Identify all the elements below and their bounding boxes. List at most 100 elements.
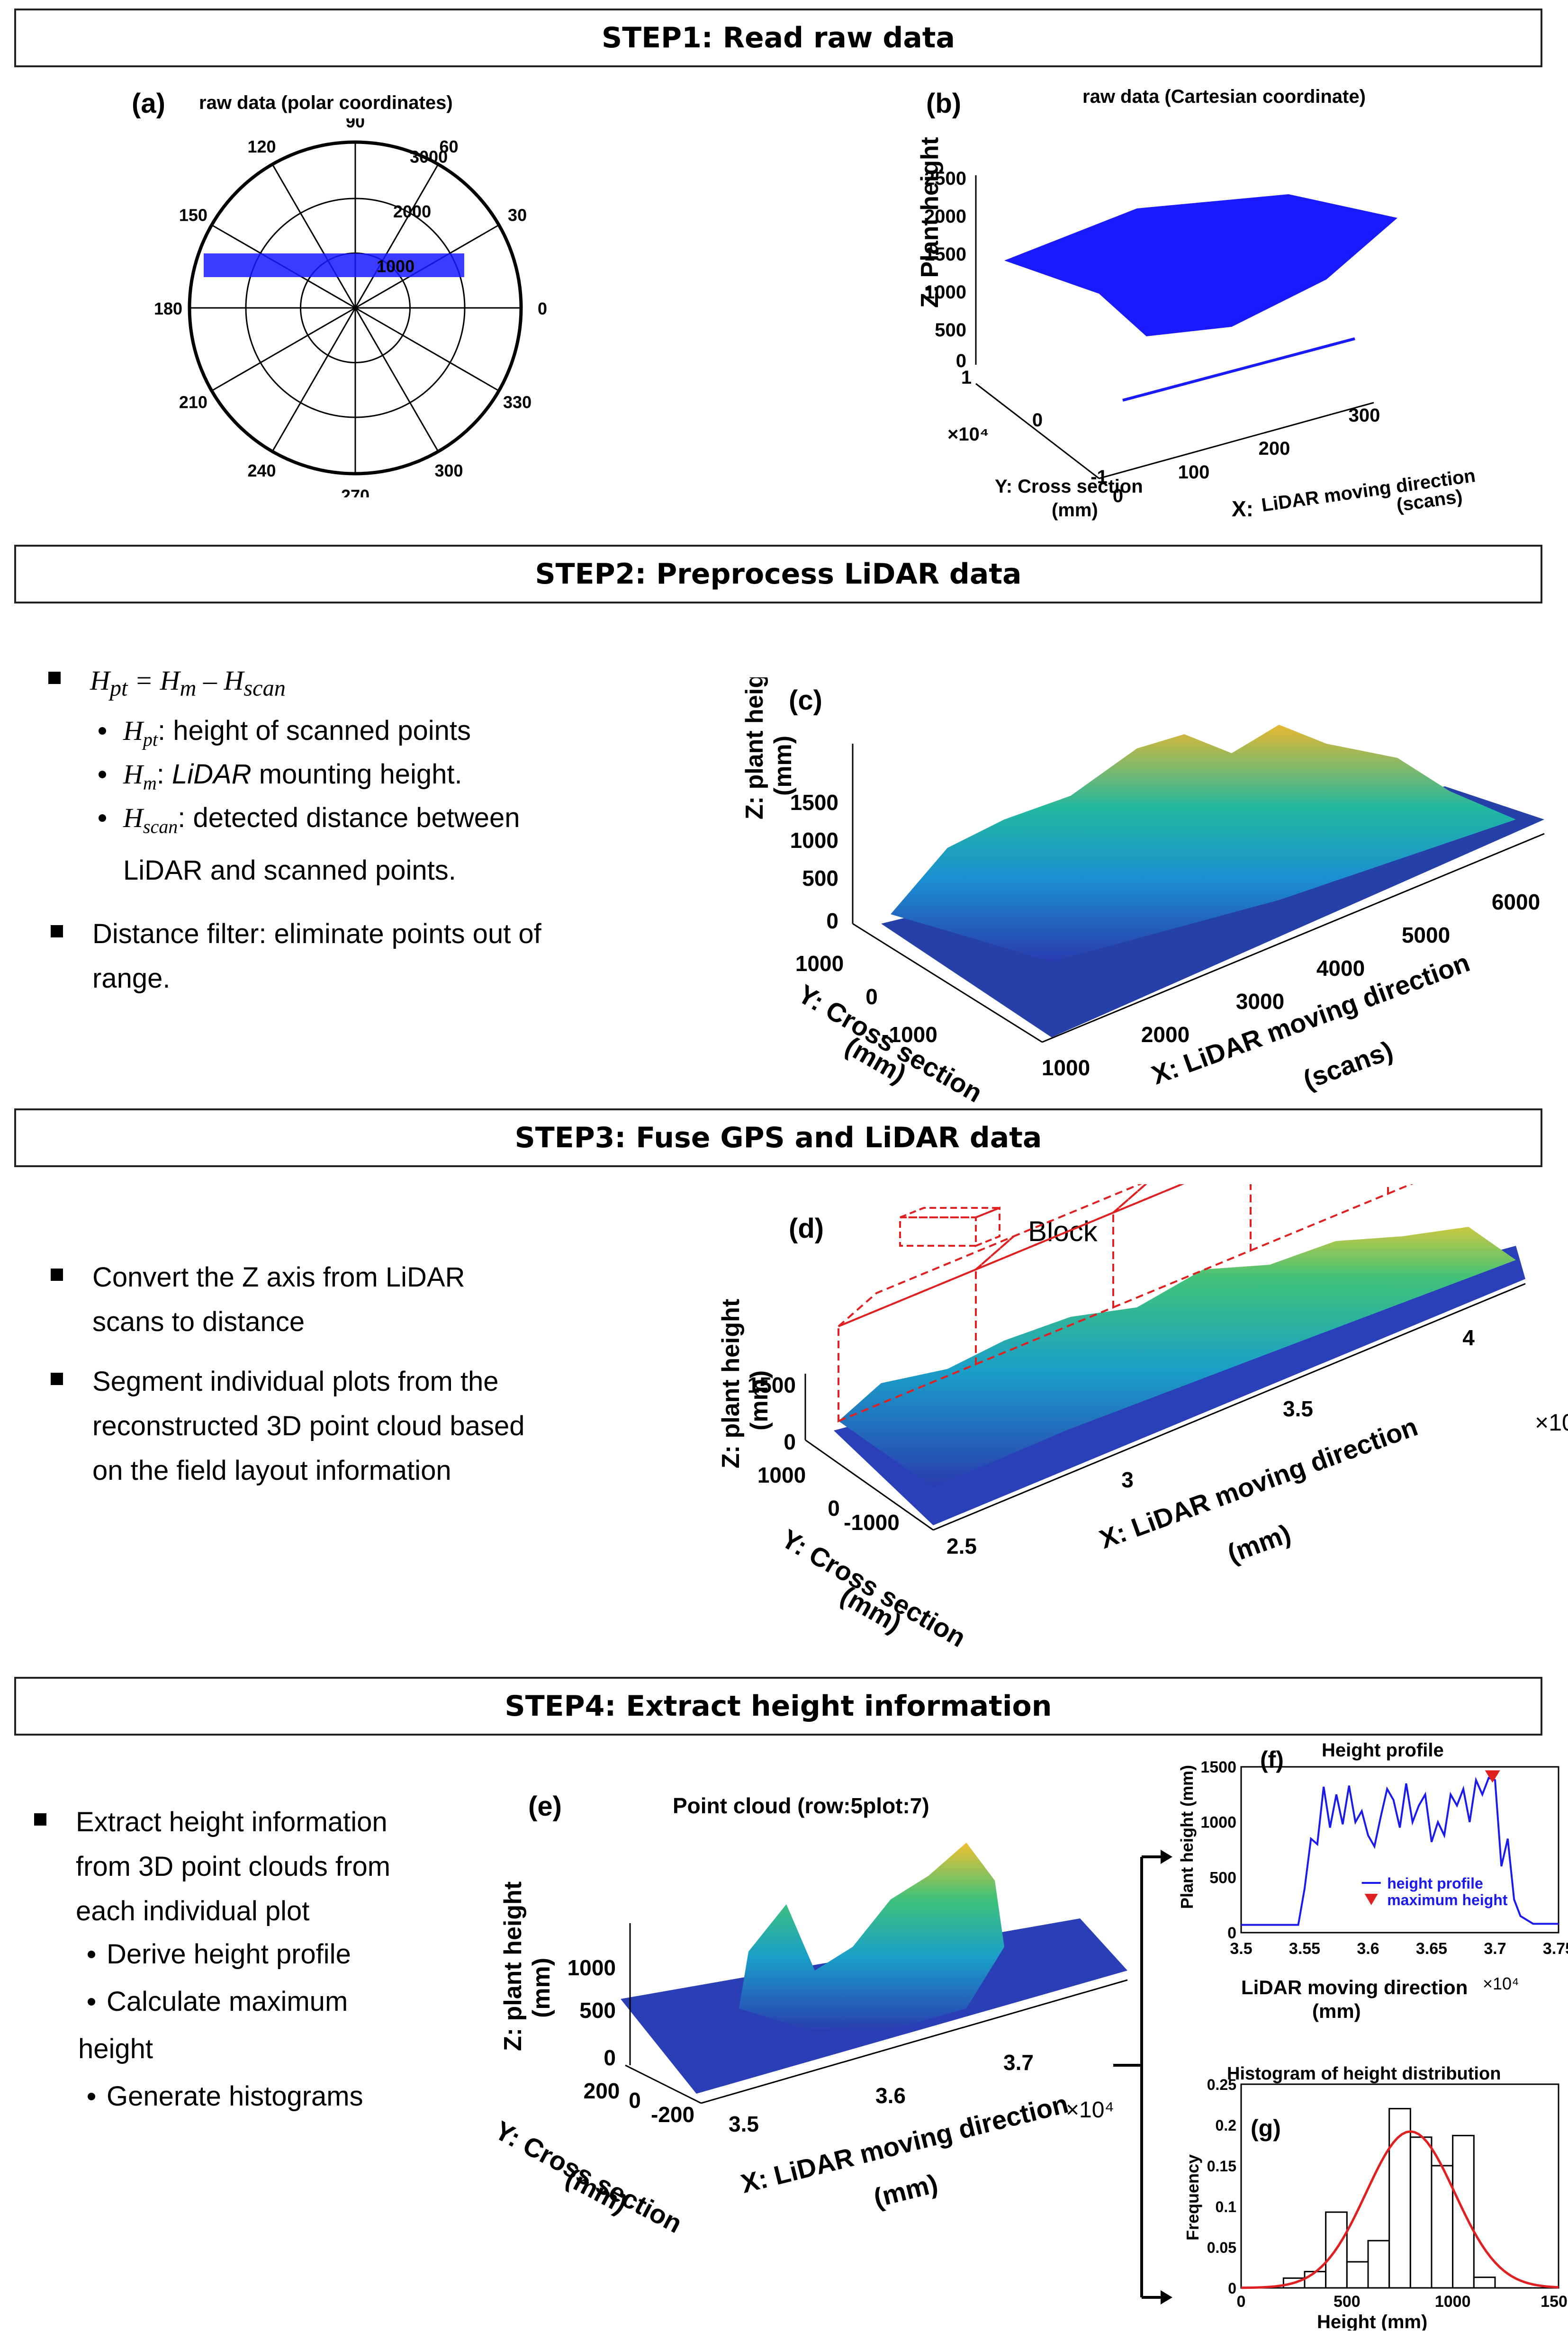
panel-f-title: Height profile xyxy=(1322,1740,1444,1761)
bullet-square-icon xyxy=(51,1373,63,1385)
panel-e-x-tick: 3.5 xyxy=(729,2112,759,2136)
panel-b-z-tick: 500 xyxy=(935,320,966,341)
panel-g-x-tick: 0 xyxy=(1237,2293,1246,2311)
panel-c-x-tick: 5000 xyxy=(1402,923,1450,947)
panel-b-x-tick: 100 xyxy=(1178,462,1210,483)
panel-e-y-axis xyxy=(625,2064,702,2104)
panel-b-y-tick: 0 xyxy=(1032,410,1043,431)
polar-angle-label: 270 xyxy=(341,486,369,497)
panel-c-x-tick: 2000 xyxy=(1141,1022,1190,1047)
plot-blocks xyxy=(838,1184,1414,1422)
panel-b-z-label: Z: Plant height (mm) xyxy=(916,137,944,308)
panel-c-z-tick: 1500 xyxy=(790,790,838,815)
panel-b-x-tick: 300 xyxy=(1349,405,1380,426)
panel-b-y-label-1: Y: Cross section xyxy=(995,476,1143,497)
panel-f-x-tick: 3.5 xyxy=(1230,1940,1252,1958)
step2-distance-filter: Distance filter: eliminate points out of… xyxy=(51,912,541,1001)
panel-f-y-tick: 1000 xyxy=(1200,1814,1236,1832)
bullet-dot-icon xyxy=(88,1998,95,2006)
panel-g-bar xyxy=(1409,2136,1433,2289)
step2-title: STEP2: Preprocess LiDAR data xyxy=(535,558,1022,591)
panel-g-title: Histogram of height distribution xyxy=(1227,2064,1501,2084)
plot-block xyxy=(1250,1184,1389,1252)
panel-g-y-tick: 0.25 xyxy=(1207,2076,1236,2093)
panel-b-y-axis xyxy=(975,383,1099,479)
polar-angle-label: 150 xyxy=(179,206,207,225)
polar-angle-label: 240 xyxy=(247,461,276,480)
panel-d-x-label-2: (mm) xyxy=(1224,1518,1295,1568)
panel-d-z-tick: 1500 xyxy=(748,1373,796,1397)
panel-f-frame xyxy=(1240,1766,1559,1934)
bullet-square-icon xyxy=(51,925,63,937)
panel-b-y-tick: 1 xyxy=(961,367,972,388)
bullet-square-icon xyxy=(34,1813,46,1826)
panel-d-z-tick: 0 xyxy=(784,1430,796,1454)
panel-c-x-tick: 3000 xyxy=(1236,989,1284,1014)
step2-item-hpt: Hpt: height of scanned points xyxy=(99,709,471,762)
panel-e-x-axis xyxy=(701,1979,1128,2104)
plot-block xyxy=(1112,1184,1252,1309)
panel-g-xlabel: Height (mm) xyxy=(1317,2312,1427,2331)
plot-block-top xyxy=(975,1184,1147,1270)
step4-header: STEP4: Extract height information xyxy=(14,1677,1542,1736)
plot-block xyxy=(838,1268,977,1422)
panel-b-x-label-prefix: X: xyxy=(1232,496,1253,521)
polar-angle-label: 90 xyxy=(346,118,365,131)
panel-c-label: (c) xyxy=(789,685,822,716)
polar-radial-label: 3000 xyxy=(410,147,448,167)
plot-block xyxy=(1387,1184,1414,1195)
panel-f-y-tick: 500 xyxy=(1209,1869,1236,1887)
polar-angle-label: 120 xyxy=(247,137,276,156)
bullet-dot-icon xyxy=(99,814,106,822)
step3-header: STEP3: Fuse GPS and LiDAR data xyxy=(14,1108,1542,1167)
panel-d-x-tick: 4 xyxy=(1462,1325,1475,1350)
panel-b-z-tick: 1500 xyxy=(924,244,966,265)
step3-bullet-segment: Segment individual plots from the reconst… xyxy=(51,1359,524,1493)
panel-g-bar xyxy=(1304,2271,1327,2289)
polar-angle-label: 330 xyxy=(503,393,532,412)
panel-f-xexp: ×10⁴ xyxy=(1483,1974,1519,1993)
panel-d-x-tick: 2.5 xyxy=(946,1534,977,1558)
panel-e-x-tick: 3.6 xyxy=(875,2083,906,2108)
panel-b-z-tick: 2000 xyxy=(924,206,966,227)
arrow-right-icon xyxy=(1161,1850,1172,1864)
block-legend-icon xyxy=(899,1206,1000,1247)
panel-f-ylabel: Plant height (mm) xyxy=(1177,1765,1197,1909)
panel-g-bar xyxy=(1388,2108,1411,2289)
panel-f-legend-text-2: maximum height xyxy=(1387,1891,1508,1908)
step2-item-hscan: Hscan: detected distance between LiDAR a… xyxy=(99,796,520,892)
panel-c-z-tick: 0 xyxy=(826,909,838,933)
panel-e-z-tick: 1000 xyxy=(568,1955,616,1980)
step4-sub-max: Calculate maximum xyxy=(88,1980,348,2024)
panel-b-ground-line xyxy=(1122,337,1355,402)
polar-labels: 0 30 60 90 120 150 180 210 240 270 300 330 1000 2000 3… xyxy=(154,118,547,497)
panel-g-bar xyxy=(1346,2261,1369,2289)
panel-b-x-tick: 200 xyxy=(1259,438,1290,459)
panel-e-x-label-2: (mm) xyxy=(871,2168,941,2213)
step3-title: STEP3: Fuse GPS and LiDAR data xyxy=(514,1121,1042,1154)
panel-b-x-axis xyxy=(1099,402,1374,479)
panel-c-z-label-2: (mm) xyxy=(769,736,797,796)
panel-b-title: raw data (Cartesian coordinate) xyxy=(1082,86,1366,107)
panel-b-x-tick: 0 xyxy=(1113,486,1123,506)
panel-g-y-tick: 0.1 xyxy=(1216,2198,1236,2215)
step4-bullet: Extract height information from 3D point … xyxy=(34,1800,390,1934)
panel-b-3d-plot: Z: Plant height (mm) 0500100015002000250… xyxy=(916,137,1477,521)
panel-c-x-tick: 1000 xyxy=(1042,1055,1090,1080)
panel-c-3d-plot: Z: plant height (mm) 05001000150010000-1… xyxy=(741,677,1545,1104)
panel-e-z-tick: 0 xyxy=(604,2045,616,2070)
panel-f-legend-text-1: height profile xyxy=(1387,1875,1483,1892)
panel-b-y-exp: ×10⁴ xyxy=(947,424,989,445)
arrow-right-icon xyxy=(1161,2290,1172,2304)
panel-c-point-cloud xyxy=(891,725,1516,962)
panel-e-label: (e) xyxy=(528,1791,562,1822)
panel-e-3d-plot: Z: plant height (mm) 0 500 1000 200 0 -200 3.5… xyxy=(490,1843,1128,2239)
bullet-dot-icon xyxy=(88,1951,95,1958)
step2-header: STEP2: Preprocess LiDAR data xyxy=(14,545,1542,603)
panel-f-x-tick: 3.7 xyxy=(1484,1940,1506,1958)
panel-f-y-tick: 1500 xyxy=(1200,1758,1236,1776)
panel-f-xunit: (mm) xyxy=(1312,2000,1361,2022)
panel-f-x-tick: 3.75 xyxy=(1543,1940,1568,1958)
panel-c-z-label-1: Z: plant height xyxy=(741,677,768,819)
polar-grid xyxy=(188,140,523,476)
